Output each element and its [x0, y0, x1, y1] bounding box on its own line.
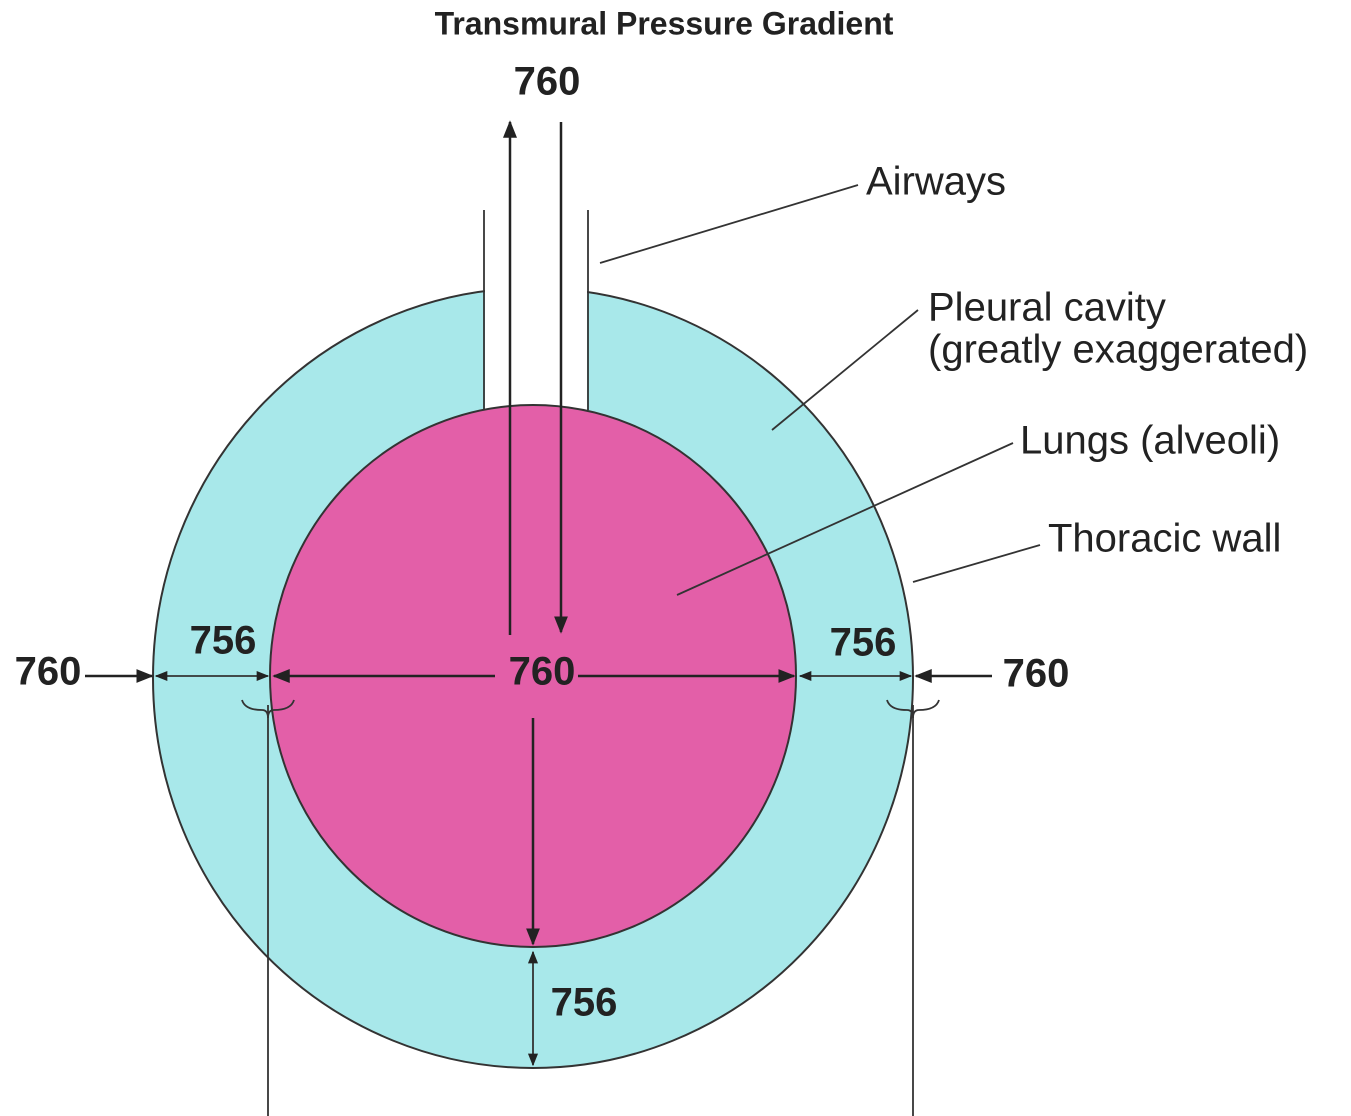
pressure: 756 [830, 621, 897, 665]
pressure: 760 [1003, 652, 1070, 696]
pressure: 760 [514, 60, 581, 104]
leader-line [600, 185, 858, 263]
title: Transmural Pressure Gradient [435, 5, 894, 41]
pressure: 756 [551, 981, 618, 1025]
label: Thoracic wall [1048, 517, 1281, 561]
pressure: 756 [190, 619, 257, 663]
pressure: 760 [15, 650, 82, 694]
airway-lumen [485, 200, 587, 415]
label: Pleural cavity [928, 286, 1166, 330]
diagram: Transmural Pressure Gradient Airways Ple… [0, 0, 1351, 1116]
label: Lungs (alveoli) [1020, 419, 1280, 463]
leader-line [772, 310, 918, 430]
leader-line [913, 545, 1040, 582]
label: Airways [866, 160, 1006, 204]
pressure: 760 [509, 650, 576, 694]
label: (greatly exaggerated) [928, 328, 1308, 372]
